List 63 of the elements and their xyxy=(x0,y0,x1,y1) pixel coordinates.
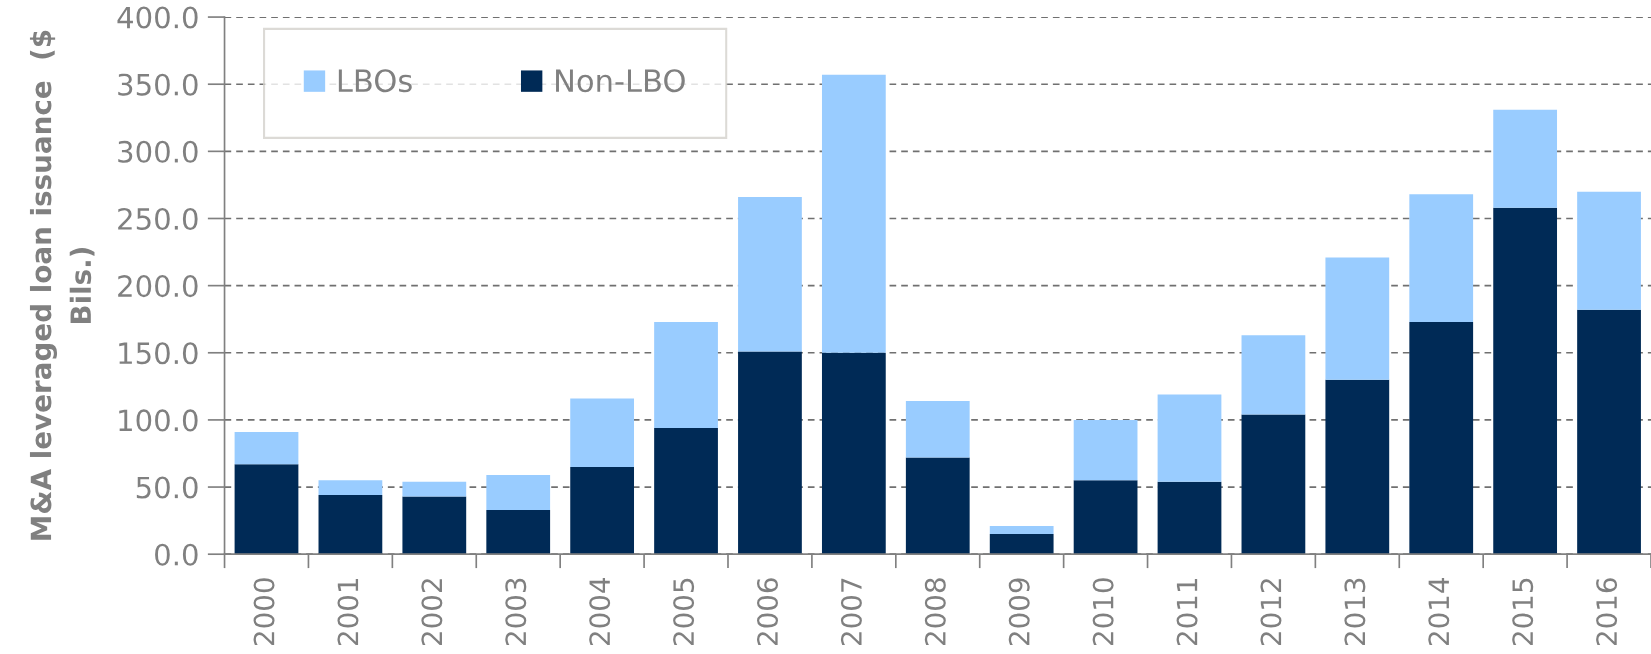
x-tick-label: 2005 xyxy=(673,578,695,646)
bar xyxy=(402,481,467,497)
x-tick-label: 2004 xyxy=(589,577,611,646)
bar xyxy=(654,427,718,555)
bar xyxy=(1577,191,1641,310)
x-tick-label: 2012 xyxy=(1260,579,1282,646)
x-tick-label: 2000 xyxy=(253,578,275,646)
x-tick-label: 2016 xyxy=(1596,578,1618,646)
bar xyxy=(1073,419,1138,481)
bar xyxy=(989,526,1054,535)
y-axis-title: M&A leveraged loan issuance ($ Bils.) xyxy=(29,30,95,540)
bar xyxy=(1325,379,1390,555)
bar xyxy=(570,398,635,467)
bar xyxy=(1241,335,1306,415)
y-tick-label: 250.0 xyxy=(118,207,198,230)
x-tick-label: 2014 xyxy=(1428,577,1450,646)
y-tick-label: 150.0 xyxy=(119,342,198,365)
bar xyxy=(1409,321,1474,555)
bar xyxy=(905,401,970,458)
bar xyxy=(1409,194,1474,322)
y-tick-label: 50.0 xyxy=(136,476,198,499)
bar xyxy=(234,464,299,555)
bar xyxy=(570,466,635,555)
x-tick-label: 2015 xyxy=(1512,578,1534,646)
x-tick-label: 2008 xyxy=(924,578,946,646)
bar xyxy=(402,496,467,555)
bar xyxy=(1241,414,1306,555)
y-tick-label: 300.0 xyxy=(118,140,198,163)
bar xyxy=(1577,309,1641,555)
x-tick-label: 2011 xyxy=(1176,578,1198,646)
bar xyxy=(821,74,886,353)
bar xyxy=(234,432,299,465)
bar xyxy=(1073,480,1138,555)
bar xyxy=(738,197,802,352)
bar xyxy=(1157,481,1222,555)
bar xyxy=(1493,207,1558,555)
bar xyxy=(318,480,383,496)
legend-label: LBOs xyxy=(338,69,412,93)
x-tick-label: 2003 xyxy=(505,578,527,646)
x-tick-label: 2007 xyxy=(840,578,862,646)
x-tick-label: 2006 xyxy=(757,578,779,646)
bar xyxy=(989,534,1054,555)
y-tick-label: 200.0 xyxy=(118,275,198,298)
y-tick-label: 350.0 xyxy=(118,73,198,96)
bar xyxy=(1157,394,1222,482)
y-tick-label: 100.0 xyxy=(119,409,198,432)
x-tick-label: 2013 xyxy=(1344,578,1366,646)
bar xyxy=(738,351,802,555)
bar xyxy=(905,457,970,555)
y-tick-label: 0.0 xyxy=(155,543,198,566)
bar xyxy=(486,474,551,510)
x-tick-label: 2009 xyxy=(1008,578,1030,646)
bar xyxy=(821,352,886,555)
bar xyxy=(486,509,551,555)
x-tick-label: 2001 xyxy=(337,578,359,646)
x-tick-label: 2010 xyxy=(1092,578,1114,646)
bar xyxy=(654,321,718,428)
legend-label: Non-LBO xyxy=(556,69,685,93)
x-tick-label: 2002 xyxy=(421,579,443,646)
bar xyxy=(318,495,383,555)
y-tick-label: 400.0 xyxy=(117,6,198,29)
bar xyxy=(1325,257,1390,380)
bar xyxy=(1493,109,1558,208)
